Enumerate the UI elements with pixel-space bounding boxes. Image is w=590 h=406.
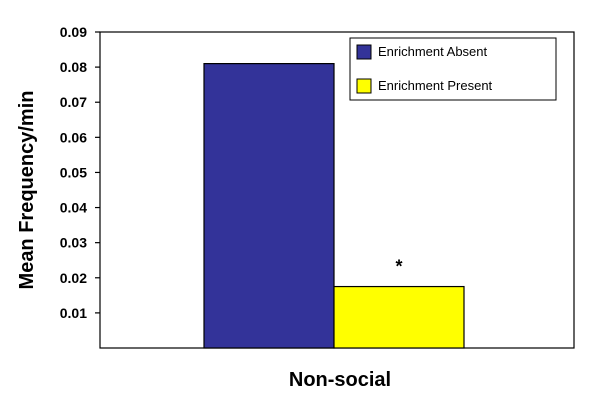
- x-axis-title: Non-social: [289, 369, 391, 391]
- annotation-layer: *: [395, 257, 402, 277]
- y-tick-label: 0.08: [60, 59, 87, 75]
- significance-asterisk: *: [395, 257, 402, 277]
- y-tick-label: 0.07: [60, 94, 87, 110]
- y-tick-label: 0.02: [60, 270, 87, 286]
- y-tick-label: 0.03: [60, 235, 87, 251]
- legend-label-enrichment-absent: Enrichment Absent: [378, 44, 488, 59]
- y-tick-label: 0.04: [60, 200, 87, 216]
- y-tick-label: 0.05: [60, 164, 87, 180]
- y-tick-label: 0.01: [60, 305, 87, 321]
- legend-box: [349, 37, 557, 101]
- legend-label-enrichment-present: Enrichment Present: [378, 78, 493, 93]
- y-tick-label: 0.09: [60, 24, 87, 40]
- y-axis: 0.01 0.02 0.03 0.04 0.05 0.06 0.07 0.08 0.09: [60, 24, 100, 321]
- y-tick-label: 0.06: [60, 129, 87, 145]
- bar-enrichment-present: [333, 285, 465, 349]
- legend-swatch-enrichment-absent: [356, 44, 372, 60]
- legend-swatch-enrichment-present: [356, 78, 372, 94]
- bars-layer: [203, 62, 465, 349]
- bar-enrichment-absent: [203, 62, 335, 349]
- y-axis-title: Mean Frequency/min: [16, 91, 38, 290]
- legend: Enrichment Absent Enrichment Present: [349, 37, 557, 101]
